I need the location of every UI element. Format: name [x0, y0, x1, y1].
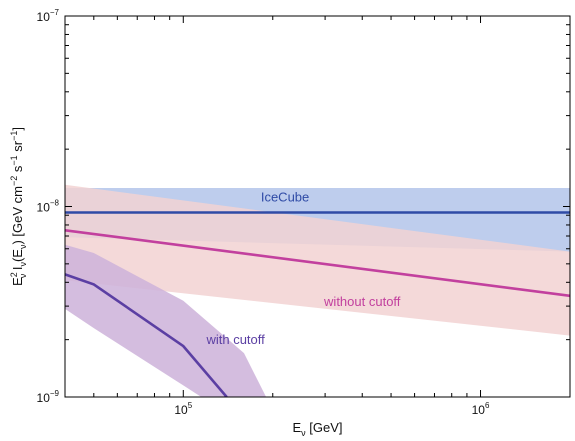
- y-label-part: −1: [9, 155, 19, 165]
- y-label-part: I: [10, 267, 25, 274]
- y-label-part: ]: [10, 127, 25, 131]
- y-tick-label: 10−9: [37, 389, 60, 405]
- with-cutoff-line: [65, 273, 228, 397]
- y-label-part: ν: [18, 273, 28, 278]
- y-tick-label: 10−8: [37, 199, 60, 215]
- y-label-part: ) [GeV cm: [10, 186, 25, 245]
- axis-ticks: [64, 15, 571, 398]
- y-tick-label: 10−7: [37, 8, 60, 24]
- without-cutoff-label: without cutoff: [323, 294, 401, 309]
- y-label-part: sr: [10, 140, 25, 155]
- y-label-part: ν: [18, 262, 28, 267]
- y-label-part: (E: [10, 249, 25, 262]
- x-axis-label-sub: ν: [301, 428, 306, 438]
- without-cutoff-line: [65, 229, 570, 298]
- y-label-part: 2: [9, 272, 19, 277]
- without-cutoff-band: [65, 184, 570, 336]
- x-axis-label-unit: [GeV]: [306, 420, 343, 435]
- y-label-part: ν: [18, 244, 28, 249]
- x-axis-label-base: E: [292, 420, 301, 435]
- y-label-part: −1: [9, 131, 19, 141]
- with-cutoff-label: with cutoff: [205, 332, 265, 347]
- tick-labels: 105 106 10−9 10−8 10−7: [37, 8, 490, 417]
- y-label-part: −2: [9, 176, 19, 186]
- x-tick-label: 105: [174, 401, 192, 417]
- with-cutoff-band: [65, 244, 267, 397]
- icecube-label: IceCube: [261, 190, 309, 205]
- x-axis-label: Eν [GeV]: [292, 420, 342, 438]
- y-label-part: s: [10, 165, 25, 176]
- uncertainty-bands: [65, 184, 570, 397]
- series-lines: [65, 211, 570, 397]
- y-axis-label: E2ν Iν(Eν) [GeV cm−2 s−1 sr−1]: [9, 127, 28, 286]
- series-labels: IceCube without cutoff with cutoff: [205, 190, 400, 347]
- y-label-part: E: [10, 277, 25, 286]
- x-tick-label: 106: [472, 401, 490, 417]
